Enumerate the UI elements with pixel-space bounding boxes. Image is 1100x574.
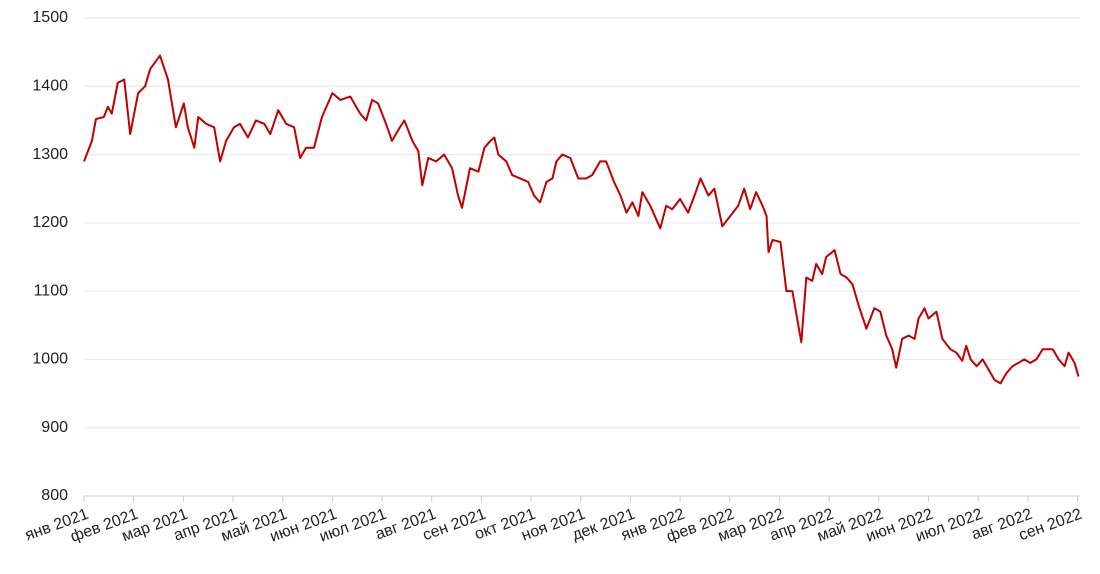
y-tick-label: 1200 (32, 214, 68, 231)
y-tick-label: 1000 (32, 351, 68, 368)
y-tick-label: 1500 (32, 9, 68, 26)
y-tick-label: 1400 (32, 78, 68, 95)
y-tick-label: 1100 (34, 282, 69, 299)
y-tick-label: 1300 (32, 146, 68, 163)
line (83, 54, 1080, 385)
y-tick-label: 800 (41, 487, 68, 504)
y-tick-label: 900 (41, 419, 68, 436)
